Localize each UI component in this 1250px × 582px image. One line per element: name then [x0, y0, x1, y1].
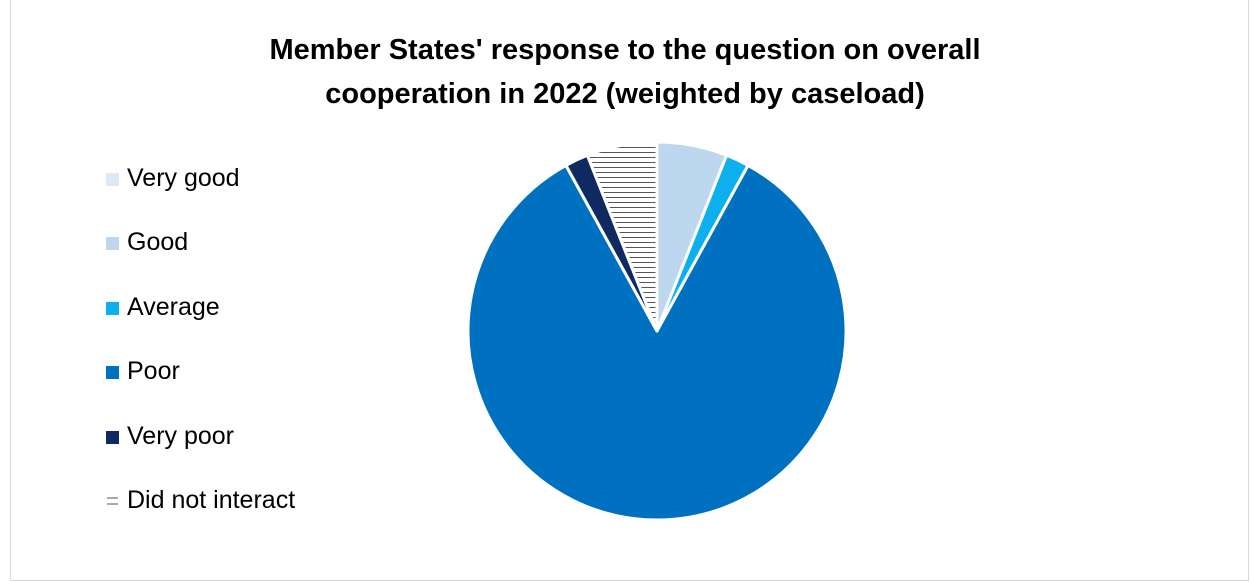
legend-swatch-good [106, 237, 119, 251]
legend-item-very-poor: Very poor [106, 416, 406, 480]
legend-label-poor: Poor [127, 357, 180, 386]
legend: Very good Good Average Poor Very poor Did not… [106, 158, 406, 544]
legend-swatch-poor [106, 366, 119, 380]
legend-item-average: Average [106, 287, 406, 351]
legend-swatch-did-not-interact [106, 495, 119, 508]
chart-title-line-1: Member States' response to the question … [269, 34, 981, 66]
legend-swatch-very-poor [106, 430, 119, 444]
pie-slice-poor [466, 163, 848, 522]
legend-item-good: Good [106, 222, 406, 286]
legend-label-good: Good [127, 228, 189, 257]
legend-swatch-very-good [106, 173, 119, 186]
legend-swatch-average [106, 301, 119, 315]
legend-label-very-good: Very good [127, 164, 240, 192]
chart-title: Member States' response to the question … [0, 28, 1250, 116]
legend-label-average: Average [127, 292, 220, 321]
legend-label-did-not-interact: Did not interact [127, 485, 296, 514]
legend-item-did-not-interact: Did not interact [106, 480, 406, 544]
legend-item-very-good: Very good [106, 158, 406, 222]
legend-item-poor: Poor [106, 351, 406, 415]
pie-slice-did-not-interact [585, 140, 659, 333]
legend-label-very-poor: Very poor [127, 421, 235, 450]
chart-title-line-2: cooperation in 2022 (weighted by caseloa… [325, 78, 925, 110]
